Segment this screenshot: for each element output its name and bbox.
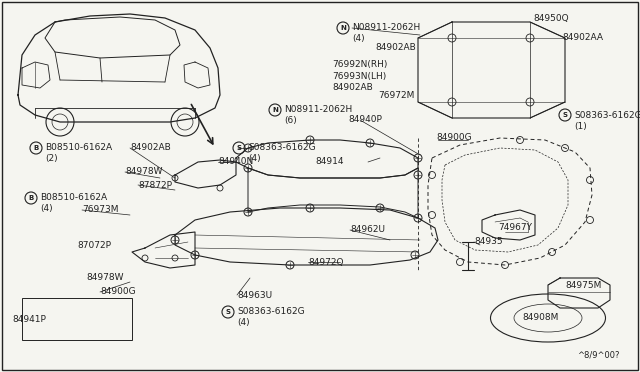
Text: B08510-6162A: B08510-6162A	[45, 144, 112, 153]
Text: S08363-6162G: S08363-6162G	[237, 308, 305, 317]
Text: S08363-6162G: S08363-6162G	[248, 144, 316, 153]
Text: 84978W: 84978W	[86, 273, 124, 282]
Text: (4): (4)	[237, 318, 250, 327]
Text: 84914: 84914	[315, 157, 344, 167]
Text: N: N	[272, 107, 278, 113]
Text: (4): (4)	[352, 35, 365, 44]
Text: 84972Q: 84972Q	[308, 257, 344, 266]
Text: 76993N(LH): 76993N(LH)	[332, 71, 387, 80]
Text: 84950Q: 84950Q	[533, 13, 568, 22]
Text: 84975M: 84975M	[565, 280, 602, 289]
Text: S: S	[237, 145, 241, 151]
Text: 84902AB: 84902AB	[375, 44, 416, 52]
Text: B: B	[28, 195, 34, 201]
Text: 84902AB: 84902AB	[332, 83, 372, 92]
Text: 74967Y: 74967Y	[498, 224, 532, 232]
Text: (6): (6)	[284, 116, 297, 125]
Text: 84902AA: 84902AA	[562, 33, 603, 42]
Text: 87872P: 87872P	[138, 180, 172, 189]
Text: (4): (4)	[248, 154, 260, 164]
Text: 84900G: 84900G	[436, 134, 472, 142]
Text: B: B	[33, 145, 38, 151]
Text: 76973M: 76973M	[82, 205, 118, 215]
Text: 84963U: 84963U	[237, 291, 272, 299]
Text: S08363-6162G: S08363-6162G	[574, 110, 640, 119]
Text: (1): (1)	[574, 122, 587, 131]
Text: N: N	[340, 25, 346, 31]
Text: 84902AB: 84902AB	[130, 144, 171, 153]
Text: 84940P: 84940P	[348, 115, 382, 125]
Text: N08911-2062H: N08911-2062H	[352, 23, 420, 32]
Text: 84900G: 84900G	[100, 288, 136, 296]
Text: ^8/9^00?: ^8/9^00?	[577, 351, 620, 360]
Text: 84940N: 84940N	[218, 157, 253, 167]
Text: 84962U: 84962U	[350, 225, 385, 234]
Text: B08510-6162A: B08510-6162A	[40, 193, 107, 202]
Text: 84908M: 84908M	[522, 314, 558, 323]
Text: S: S	[563, 112, 568, 118]
Text: (4): (4)	[40, 205, 52, 214]
Text: 76992N(RH): 76992N(RH)	[332, 61, 387, 70]
Text: 84978W: 84978W	[125, 167, 163, 176]
Text: N08911-2062H: N08911-2062H	[284, 106, 352, 115]
Text: 84941P: 84941P	[12, 315, 46, 324]
Text: 76972M: 76972M	[378, 92, 414, 100]
Text: 84935: 84935	[474, 237, 502, 247]
Text: (2): (2)	[45, 154, 58, 164]
Text: S: S	[225, 309, 230, 315]
Bar	[22, 298, 132, 340]
Text: 87072P: 87072P	[77, 241, 111, 250]
